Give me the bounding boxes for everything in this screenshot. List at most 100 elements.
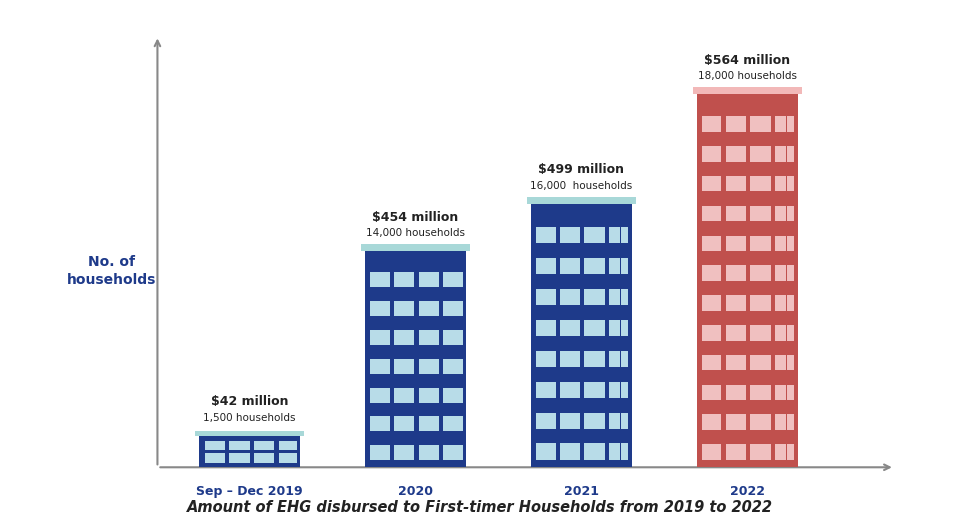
Bar (751, 116, 771, 132)
Bar (419, 416, 440, 431)
Bar (455, 359, 463, 374)
Bar (702, 236, 721, 251)
Bar (419, 388, 440, 402)
Bar (361, 244, 469, 251)
Bar (536, 289, 556, 305)
Bar (702, 146, 721, 161)
Bar (775, 236, 786, 251)
Bar (621, 443, 629, 459)
Bar (726, 146, 746, 161)
Bar (609, 258, 620, 274)
Bar (787, 295, 794, 311)
Bar (536, 443, 556, 459)
Bar (560, 350, 580, 367)
Bar (609, 227, 620, 243)
Bar (751, 266, 771, 281)
Bar (585, 443, 605, 459)
Bar (787, 384, 794, 400)
Bar (775, 355, 786, 370)
Bar (751, 355, 771, 370)
Bar (609, 320, 620, 336)
Bar (702, 355, 721, 370)
Bar (419, 359, 440, 374)
Bar (751, 384, 771, 400)
Bar (370, 359, 390, 374)
Bar (751, 295, 771, 311)
Bar (419, 301, 440, 316)
Bar (787, 444, 794, 460)
Text: Sep – Dec 2019: Sep – Dec 2019 (196, 485, 303, 498)
Bar (395, 445, 414, 460)
Bar (787, 325, 794, 340)
Text: 2021: 2021 (564, 485, 599, 498)
Bar (370, 301, 390, 316)
Bar (253, 441, 274, 450)
Bar (531, 204, 632, 467)
Bar (455, 388, 463, 402)
Bar (536, 227, 556, 243)
Text: 18,000 households: 18,000 households (698, 72, 797, 81)
Bar (289, 441, 297, 450)
Bar (775, 325, 786, 340)
Bar (787, 236, 794, 251)
Bar (585, 382, 605, 398)
Bar (536, 350, 556, 367)
Bar (726, 295, 746, 311)
Bar (443, 388, 454, 402)
Bar (621, 227, 629, 243)
Text: 2020: 2020 (398, 485, 433, 498)
Bar (443, 301, 454, 316)
Bar (726, 444, 746, 460)
Bar (585, 227, 605, 243)
Bar (787, 146, 794, 161)
Bar (395, 416, 414, 431)
Bar (726, 355, 746, 370)
Bar (702, 325, 721, 340)
Bar (726, 176, 746, 191)
Bar (621, 413, 629, 429)
Bar (787, 266, 794, 281)
Bar (726, 236, 746, 251)
Bar (560, 413, 580, 429)
Bar (609, 382, 620, 398)
Bar (726, 415, 746, 430)
Bar (199, 436, 300, 467)
Bar (697, 95, 798, 467)
Bar (609, 413, 620, 429)
Bar (726, 205, 746, 221)
Bar (253, 453, 274, 463)
Bar (527, 197, 636, 204)
Text: $42 million: $42 million (211, 395, 288, 408)
Bar (751, 325, 771, 340)
Bar (560, 289, 580, 305)
Bar (370, 445, 390, 460)
Bar (775, 266, 786, 281)
Bar (585, 289, 605, 305)
Bar (609, 289, 620, 305)
Bar (787, 415, 794, 430)
Bar (702, 384, 721, 400)
Bar (229, 441, 250, 450)
Bar (536, 320, 556, 336)
Bar (455, 330, 463, 345)
Bar (751, 176, 771, 191)
Bar (775, 415, 786, 430)
Bar (609, 350, 620, 367)
Bar (395, 301, 414, 316)
Bar (560, 227, 580, 243)
Bar (443, 272, 454, 287)
Bar (560, 443, 580, 459)
Bar (621, 258, 629, 274)
Bar (365, 251, 467, 467)
Bar (726, 384, 746, 400)
Bar (279, 453, 290, 463)
Bar (726, 325, 746, 340)
Bar (751, 205, 771, 221)
Bar (395, 330, 414, 345)
Bar (751, 415, 771, 430)
Bar (775, 116, 786, 132)
Text: No. of
households: No. of households (66, 255, 156, 287)
Bar (455, 301, 463, 316)
Bar (726, 116, 746, 132)
Bar (560, 258, 580, 274)
